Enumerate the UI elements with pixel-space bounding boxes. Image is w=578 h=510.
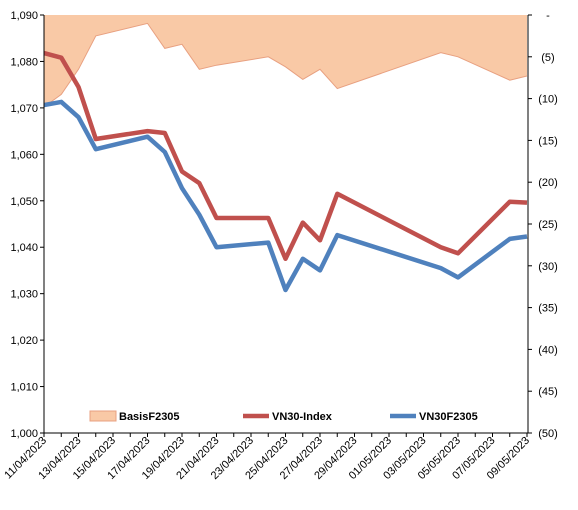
y-left-tick-label: 1,000: [10, 428, 38, 440]
y-right-tick-label: (10): [538, 94, 558, 106]
y-right-tick-label: (50): [538, 428, 558, 440]
y-left-tick-label: 1,080: [10, 56, 38, 68]
y-left-tick-label: 1,050: [10, 196, 38, 208]
y-right-tick-label: (35): [538, 303, 558, 315]
y-right-tick-label: (25): [538, 219, 558, 231]
legend-label-basisf2305: BasisF2305: [119, 411, 180, 423]
y-left-tick-label: 1,030: [10, 289, 38, 301]
y-left-tick-label: 1,040: [10, 242, 38, 254]
legend: BasisF2305 VN30-Index VN30F2305: [89, 410, 478, 423]
line-layer: [43, 50, 528, 293]
y-right-tick-label: (30): [538, 261, 558, 273]
y-left-tick-label: 1,090: [10, 10, 38, 22]
y-left-tick-label: 1,010: [10, 382, 38, 394]
series-area-edge-basisf2305: [43, 22, 528, 108]
y-right-tick-label: (45): [538, 386, 558, 398]
y-right-tick-label: -: [546, 10, 550, 22]
legend-swatch-basisf2305: [89, 410, 117, 422]
legend-label-vn30f2305: VN30F2305: [419, 411, 478, 423]
y-left-tick-label: 1,020: [10, 335, 38, 347]
y-right-tick-label: (20): [538, 177, 558, 189]
legend-label-vn30-index: VN30-Index: [272, 411, 333, 423]
y-left-tick-label: 1,070: [10, 103, 38, 115]
series-line-vn30-index: [43, 50, 528, 262]
series-area-basisf2305: [44, 15, 527, 107]
y-right-tick-label: (40): [538, 344, 558, 356]
y-left-tick-label: 1,060: [10, 149, 38, 161]
y-right-tick-label: (5): [541, 52, 554, 64]
series-line-vn30f2305: [43, 99, 528, 293]
area-layer: [43, 15, 528, 108]
y-right-tick-label: (15): [538, 135, 558, 147]
